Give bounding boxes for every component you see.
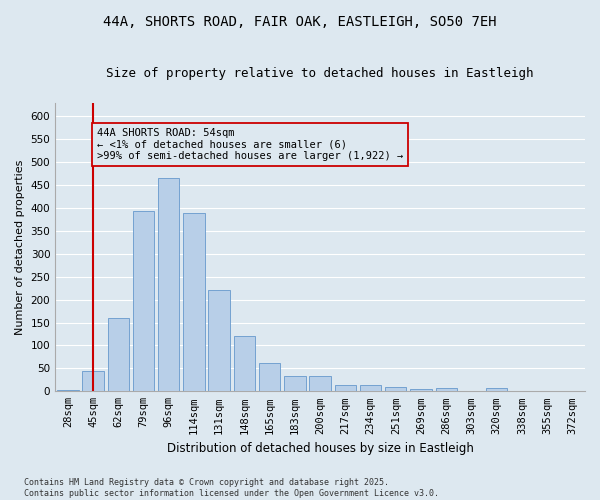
Bar bbox=[233, 336, 255, 392]
Bar bbox=[57, 390, 79, 392]
Bar bbox=[259, 363, 280, 392]
Bar bbox=[335, 385, 356, 392]
Title: Size of property relative to detached houses in Eastleigh: Size of property relative to detached ho… bbox=[106, 68, 534, 80]
Y-axis label: Number of detached properties: Number of detached properties bbox=[15, 159, 25, 334]
Bar bbox=[410, 388, 432, 392]
Bar bbox=[133, 211, 154, 392]
Bar bbox=[360, 385, 381, 392]
Bar bbox=[486, 388, 508, 392]
X-axis label: Distribution of detached houses by size in Eastleigh: Distribution of detached houses by size … bbox=[167, 442, 473, 455]
Bar bbox=[183, 214, 205, 392]
Text: Contains HM Land Registry data © Crown copyright and database right 2025.
Contai: Contains HM Land Registry data © Crown c… bbox=[24, 478, 439, 498]
Bar bbox=[82, 371, 104, 392]
Text: 44A, SHORTS ROAD, FAIR OAK, EASTLEIGH, SO50 7EH: 44A, SHORTS ROAD, FAIR OAK, EASTLEIGH, S… bbox=[103, 15, 497, 29]
Bar bbox=[208, 290, 230, 392]
Bar bbox=[385, 386, 406, 392]
Bar bbox=[158, 178, 179, 392]
Bar bbox=[107, 318, 129, 392]
Bar bbox=[436, 388, 457, 392]
Bar bbox=[284, 376, 305, 392]
Bar bbox=[310, 376, 331, 392]
Text: 44A SHORTS ROAD: 54sqm
← <1% of detached houses are smaller (6)
>99% of semi-det: 44A SHORTS ROAD: 54sqm ← <1% of detached… bbox=[97, 128, 403, 161]
